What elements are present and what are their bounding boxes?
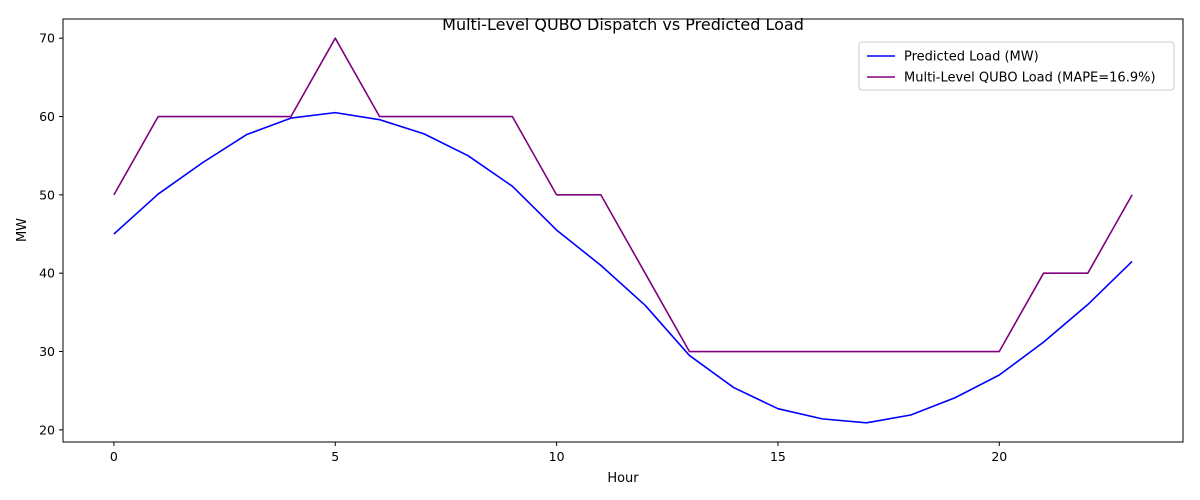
- y-axis: 20 30 40 50 60 70: [39, 31, 63, 437]
- y-tick-label: 20: [39, 422, 55, 437]
- plot-area: [113, 37, 1133, 424]
- y-tick-label: 60: [39, 109, 55, 124]
- x-axis-label: Hour: [607, 471, 639, 486]
- y-tick-label: 30: [39, 344, 55, 359]
- legend-label-2: Multi-Level QUBO Load (MAPE=16.9%): [904, 71, 1156, 86]
- series-line-1: [113, 111, 1133, 424]
- legend: Predicted Load (MW) Multi-Level QUBO Load…: [858, 41, 1175, 91]
- y-axis-label: MW: [15, 218, 30, 242]
- legend-box: [858, 41, 1175, 91]
- y-tick-label: 70: [39, 31, 55, 46]
- plot-frame: [62, 18, 1184, 443]
- x-tick-label: 0: [110, 449, 118, 464]
- x-tick-label: 10: [549, 449, 565, 464]
- x-tick-label: 20: [991, 449, 1007, 464]
- x-axis: 0 5 10 15 20: [110, 442, 1007, 464]
- y-tick-label: 40: [39, 266, 55, 281]
- x-tick-label: 15: [770, 449, 786, 464]
- chart-title: Multi-Level QUBO Dispatch vs Predicted L…: [442, 15, 804, 34]
- x-tick-label: 5: [331, 449, 339, 464]
- series-line-2: [113, 37, 1133, 353]
- legend-label-1: Predicted Load (MW): [904, 50, 1039, 65]
- y-tick-label: 50: [39, 187, 55, 202]
